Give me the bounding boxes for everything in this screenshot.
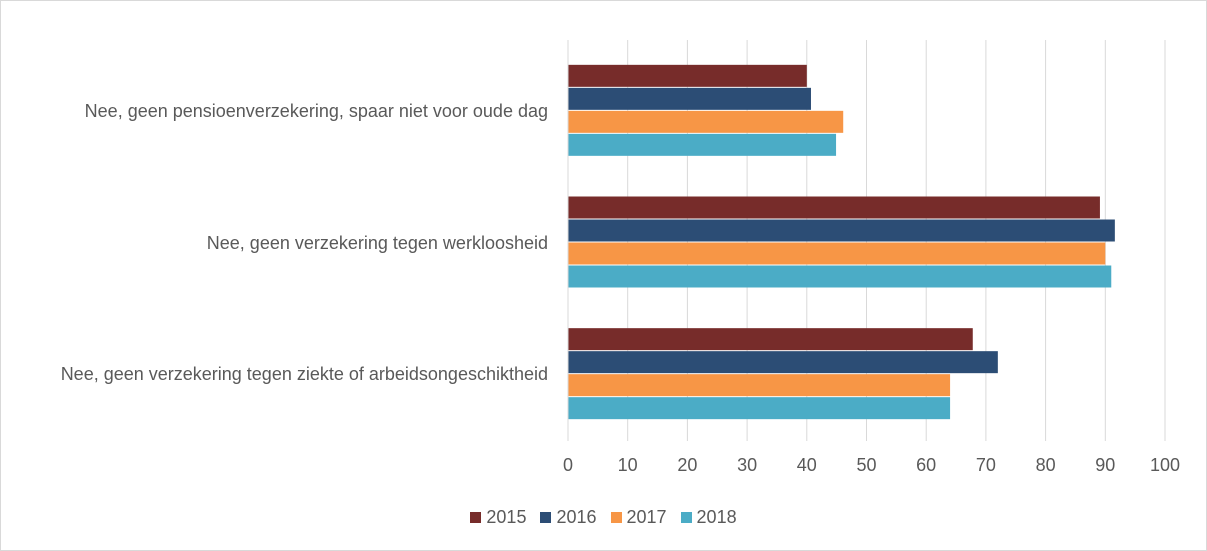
legend-swatch — [470, 512, 482, 523]
x-tick-label: 60 — [916, 455, 936, 475]
legend-item: 2018 — [680, 507, 737, 528]
category-label: Nee, geen verzekering tegen werkloosheid — [8, 229, 548, 257]
x-tick-label: 70 — [976, 455, 996, 475]
bar — [568, 242, 1106, 265]
bar — [568, 397, 951, 420]
legend-label: 2018 — [696, 507, 737, 527]
legend-swatch — [680, 512, 692, 523]
category-text: Nee, geen pensioenverzekering, spaar nie… — [84, 100, 548, 121]
bar — [568, 87, 811, 110]
x-tick-label: 20 — [677, 455, 697, 475]
x-tick-label: 30 — [737, 455, 757, 475]
x-tick-label: 80 — [1036, 455, 1056, 475]
category-text: Nee, geen verzekering tegen werkloosheid — [206, 232, 548, 253]
legend-label: 2017 — [626, 507, 667, 527]
x-tick-label: 90 — [1095, 455, 1115, 475]
bar — [568, 374, 951, 397]
legend-item: 2017 — [610, 507, 667, 528]
category-label: Nee, geen pensioenverzekering, spaar nie… — [8, 97, 548, 125]
x-tick-label: 0 — [563, 455, 573, 475]
legend-label: 2015 — [486, 507, 527, 527]
bar — [568, 265, 1112, 288]
x-tick-label: 10 — [618, 455, 638, 475]
bar — [568, 110, 844, 133]
legend: 2015 2016 2017 2018 — [0, 507, 1207, 528]
bar — [568, 196, 1100, 219]
legend-swatch — [540, 512, 552, 523]
x-tick-label: 50 — [856, 455, 876, 475]
category-label: Nee, geen verzekering tegen ziekte of ar… — [8, 360, 548, 388]
legend-item: 2015 — [470, 507, 526, 528]
bar — [568, 351, 998, 374]
bar — [568, 133, 837, 156]
x-tick-label: 40 — [797, 455, 817, 475]
bar — [568, 328, 973, 351]
bar — [568, 64, 807, 87]
legend-label: 2016 — [556, 507, 597, 527]
bar — [568, 219, 1115, 242]
category-text: Nee, geen verzekering tegen ziekte of ar… — [60, 364, 548, 385]
x-tick-label: 100 — [1150, 455, 1180, 475]
legend-item: 2016 — [540, 507, 597, 528]
legend-swatch — [610, 512, 622, 523]
